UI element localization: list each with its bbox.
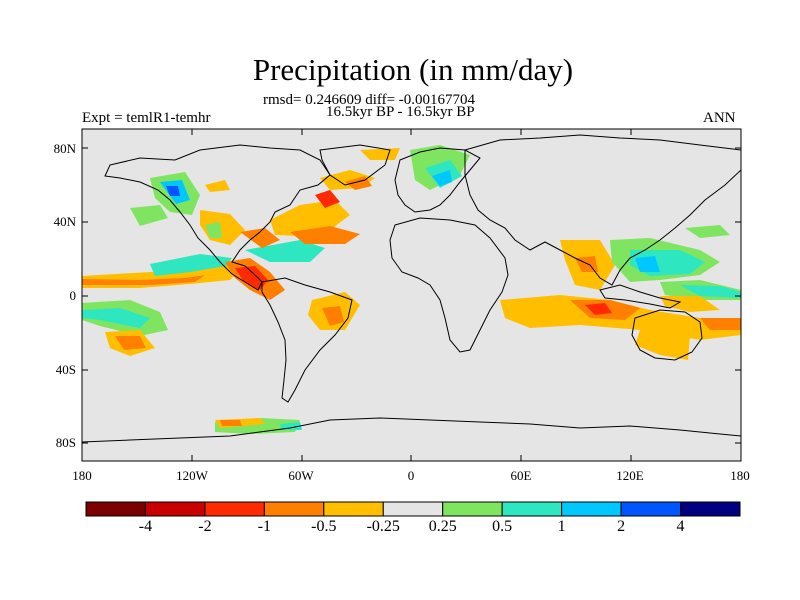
anomaly-blob — [660, 296, 720, 312]
lon-label: 60W — [288, 468, 314, 483]
colorbar-swatch — [263, 501, 325, 517]
anomaly-blob — [700, 318, 741, 330]
colorbar-swatch — [501, 501, 563, 517]
lon-label: 0 — [407, 468, 415, 483]
coastline-europe — [394, 147, 481, 213]
colorbar-label: -0.5 — [311, 518, 337, 535]
stats-line: rmsd= 0.246609 diff= -0.00167704 — [263, 92, 476, 108]
lat-label: 0 — [69, 288, 77, 303]
lon-label: 180 — [730, 468, 750, 483]
anomaly-blob — [240, 228, 280, 248]
anomaly-blob — [635, 330, 690, 360]
anomaly-blob — [432, 170, 452, 186]
colorbar-swatch — [561, 501, 622, 517]
colorbar-swatch — [144, 501, 206, 517]
axis-ticks — [81, 129, 742, 461]
anomaly-blob — [585, 303, 612, 315]
lat-label: 40S — [55, 362, 76, 377]
anomaly-blob — [205, 180, 230, 192]
anomaly-blob — [150, 254, 232, 276]
anomaly-blob — [220, 420, 242, 426]
lat-label: 80S — [55, 435, 76, 450]
colorbar-label: 2 — [617, 518, 626, 535]
anomaly-blob — [322, 306, 344, 326]
colorbar-label: 1 — [557, 518, 566, 535]
coastline-africa — [389, 217, 509, 353]
colorbar-label: -4 — [138, 518, 153, 535]
lon-label: 120W — [176, 468, 208, 483]
coastline-greenland — [319, 144, 391, 186]
anomaly-blob — [680, 285, 741, 298]
anomaly-blob — [130, 205, 168, 226]
colorbar-label: -2 — [198, 518, 212, 535]
coastline-south-america — [261, 277, 353, 403]
anomaly-blob — [315, 190, 340, 208]
anomaly-blob — [166, 186, 180, 196]
colorbar-label: 0.25 — [428, 518, 457, 535]
anomaly-blob — [205, 222, 222, 238]
colorbar-swatch — [204, 501, 265, 517]
colorbar — [85, 501, 741, 517]
colorbar-swatch — [680, 501, 741, 517]
coastline-asia — [464, 134, 741, 286]
anomaly-blob — [685, 225, 730, 238]
coastline-north-america — [104, 144, 331, 291]
colorbar-swatch — [323, 501, 384, 517]
colorbar-swatch — [382, 501, 444, 517]
anomaly-blob — [82, 275, 205, 285]
coastline-indonesia — [599, 284, 682, 309]
anomaly-blob — [245, 240, 325, 262]
season-label: ANN — [703, 110, 736, 126]
lon-label: 180 — [72, 468, 92, 483]
plot-title: Precipitation (in mm/day) — [252, 52, 574, 87]
period-line: 16.5kyr BP - 16.5kyr BP — [326, 104, 475, 120]
coastline-antarctica — [82, 417, 741, 443]
anomaly-blob — [82, 308, 150, 328]
coastline-australia — [631, 309, 703, 361]
lon-label: 120E — [616, 468, 644, 483]
colorbar-label: -0.25 — [366, 518, 400, 535]
colorbar-swatch — [442, 501, 503, 517]
lat-label: 40N — [53, 214, 76, 229]
colorbar-label: 4 — [676, 518, 685, 535]
anomaly-blob — [280, 422, 302, 430]
anomaly-blob — [635, 256, 660, 272]
anomaly-blob — [290, 226, 360, 244]
colorbar-swatch — [620, 501, 682, 517]
colorbar-swatch — [85, 501, 146, 517]
lat-label: 80N — [53, 141, 76, 156]
lon-label: 60E — [510, 468, 532, 483]
anomaly-blob — [235, 266, 268, 290]
precip-anomaly-fields — [82, 145, 741, 434]
coastlines — [82, 134, 741, 443]
anomaly-blob — [115, 336, 146, 350]
colorbar-label: -1 — [257, 518, 272, 535]
experiment-label: Expt = temlR1-temhr — [82, 110, 211, 126]
colorbar-label: 0.5 — [492, 518, 513, 535]
